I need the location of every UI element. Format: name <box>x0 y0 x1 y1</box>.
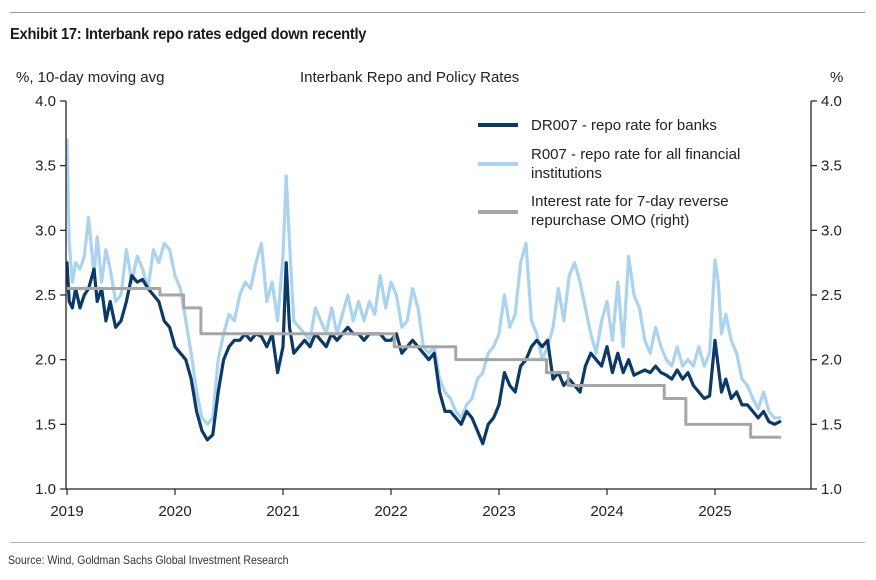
left-y-tick-label: 3.0 <box>35 222 56 239</box>
series-omo-step-line <box>65 287 782 439</box>
left-y-tick-label: 4.0 <box>35 93 56 110</box>
line-chart: %, 10-day moving avg Interbank Repo and … <box>16 69 843 520</box>
right-y-tick-label: 3.5 <box>821 158 842 175</box>
x-tick-label: 2020 <box>158 503 191 520</box>
legend: DR007 - repo rate for banks R007 - repo … <box>478 117 740 229</box>
right-y-tick-label: 2.5 <box>821 287 842 304</box>
legend-label-omo-line2: repurchase OMO (right) <box>531 212 689 229</box>
x-tick-label: 2023 <box>482 503 515 520</box>
left-axis-label: %, 10-day moving avg <box>16 69 164 86</box>
bottom-rule <box>10 542 865 543</box>
left-y-tick-label: 2.0 <box>35 352 56 369</box>
right-y-tick-label: 4.0 <box>821 93 842 110</box>
right-y-tick-label: 1.0 <box>821 481 842 498</box>
x-tick-label: 2024 <box>590 503 623 520</box>
source-note: Source: Wind, Goldman Sachs Global Inves… <box>8 553 289 567</box>
x-tick-label: 2021 <box>266 503 299 520</box>
legend-label-r007-line1: R007 - repo rate for all financial <box>531 146 740 163</box>
legend-label-dr007: DR007 - repo rate for banks <box>531 117 717 134</box>
right-y-tick-label: 3.0 <box>821 222 842 239</box>
exhibit-title: Exhibit 17: Interbank repo rates edged d… <box>10 26 367 43</box>
legend-label-r007-line2: institutions <box>531 165 602 182</box>
right-y-ticks: 1.0 1.5 2.0 2.5 3.0 3.5 4.0 <box>811 93 842 498</box>
legend-label-omo-line1: Interest rate for 7-day reverse <box>531 193 729 210</box>
x-tick-label: 2025 <box>698 503 731 520</box>
right-y-tick-label: 2.0 <box>821 352 842 369</box>
top-rule <box>10 12 865 13</box>
series-layer <box>65 138 782 446</box>
left-y-tick-label: 1.5 <box>35 416 56 433</box>
chart-title: Interbank Repo and Policy Rates <box>300 69 519 86</box>
x-ticks: 2019 2020 2021 2022 2023 2024 2025 <box>50 489 732 520</box>
right-y-tick-label: 1.5 <box>821 416 842 433</box>
left-y-ticks: 1.0 1.5 2.0 2.5 3.0 3.5 4.0 <box>35 93 66 498</box>
series-dr007-line <box>65 261 782 446</box>
x-tick-label: 2019 <box>50 503 83 520</box>
right-axis-label: % <box>830 69 843 86</box>
left-y-tick-label: 3.5 <box>35 158 56 175</box>
left-y-tick-label: 1.0 <box>35 481 56 498</box>
left-y-tick-label: 2.5 <box>35 287 56 304</box>
series-r007-line <box>65 138 782 426</box>
x-tick-label: 2022 <box>374 503 407 520</box>
